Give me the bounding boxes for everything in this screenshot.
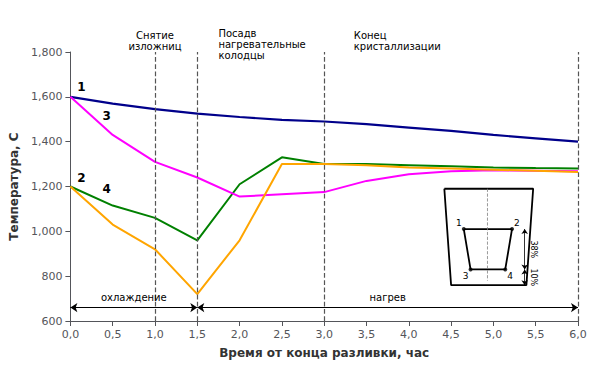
svg-text:800: 800 bbox=[41, 270, 62, 283]
svg-text:3,0: 3,0 bbox=[315, 328, 333, 341]
svg-text:1,400: 1,400 bbox=[31, 135, 63, 148]
svg-text:1,200: 1,200 bbox=[31, 180, 63, 193]
svg-text:0,5: 0,5 bbox=[104, 328, 122, 341]
svg-text:5,0: 5,0 bbox=[485, 328, 503, 341]
svg-text:Снятие: Снятие bbox=[136, 30, 174, 41]
svg-text:охлаждение: охлаждение bbox=[101, 292, 167, 303]
svg-text:600: 600 bbox=[41, 315, 62, 328]
svg-text:кристаллизации: кристаллизации bbox=[354, 41, 441, 52]
svg-text:1,0: 1,0 bbox=[146, 328, 164, 341]
svg-text:Температура, С: Температура, С bbox=[7, 132, 21, 240]
svg-text:колодцы: колодцы bbox=[218, 50, 264, 61]
svg-text:1,5: 1,5 bbox=[189, 328, 207, 341]
svg-text:Время от конца разливки, час: Время от конца разливки, час bbox=[219, 346, 429, 360]
svg-text:1,600: 1,600 bbox=[31, 90, 63, 103]
svg-text:3: 3 bbox=[103, 109, 111, 123]
svg-text:4,5: 4,5 bbox=[442, 328, 460, 341]
svg-text:Конец: Конец bbox=[354, 30, 387, 41]
svg-text:изложниц: изложниц bbox=[128, 41, 181, 52]
svg-text:4,0: 4,0 bbox=[400, 328, 418, 341]
svg-text:4: 4 bbox=[103, 182, 111, 196]
svg-text:1,800: 1,800 bbox=[31, 46, 63, 59]
svg-text:5,5: 5,5 bbox=[527, 328, 545, 341]
svg-text:Посадв: Посадв bbox=[218, 28, 256, 39]
svg-text:1: 1 bbox=[456, 218, 462, 228]
svg-text:1: 1 bbox=[77, 80, 85, 94]
svg-text:3,5: 3,5 bbox=[358, 328, 376, 341]
svg-text:2,5: 2,5 bbox=[273, 328, 291, 341]
svg-text:38%: 38% bbox=[529, 240, 538, 258]
svg-text:10%: 10% bbox=[529, 268, 538, 286]
svg-text:нагревательные: нагревательные bbox=[218, 39, 305, 50]
svg-text:3: 3 bbox=[463, 271, 469, 281]
svg-text:0,0: 0,0 bbox=[62, 328, 80, 341]
svg-text:2: 2 bbox=[514, 218, 520, 228]
svg-text:4: 4 bbox=[507, 271, 513, 281]
svg-text:1,000: 1,000 bbox=[31, 225, 63, 238]
svg-text:2,0: 2,0 bbox=[231, 328, 249, 341]
svg-text:нагрев: нагрев bbox=[369, 292, 405, 303]
svg-text:2: 2 bbox=[77, 171, 85, 185]
svg-text:6,0: 6,0 bbox=[569, 328, 587, 341]
